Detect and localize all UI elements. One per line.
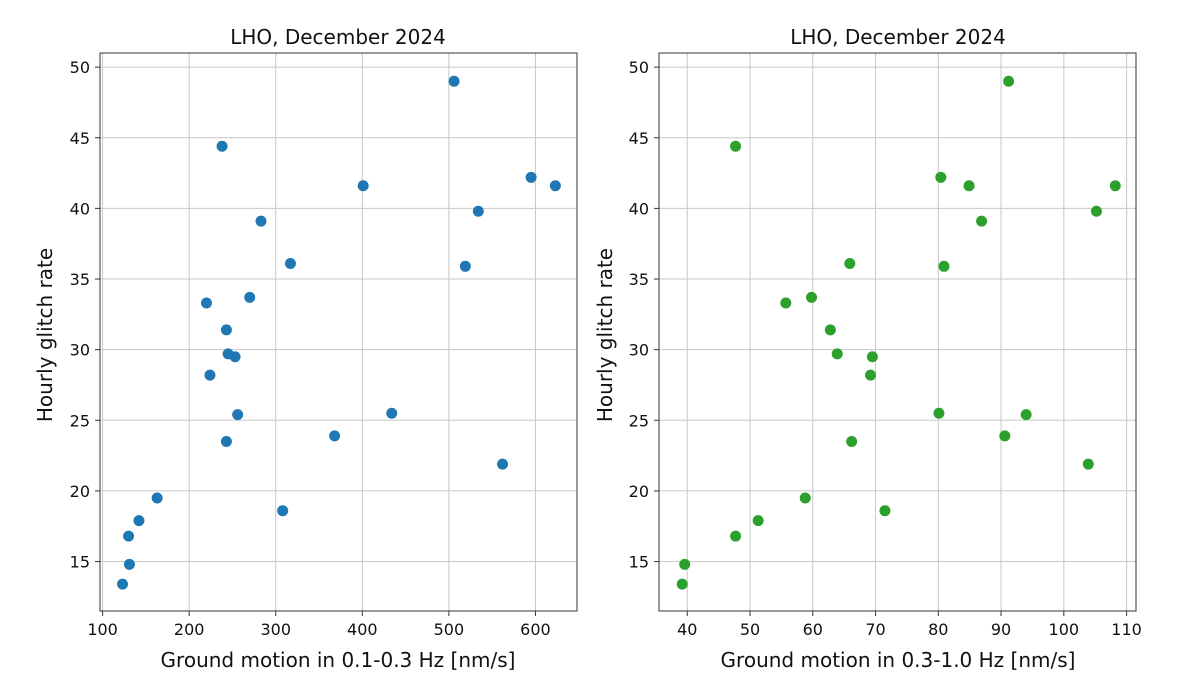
chart-right-point [935,171,947,183]
chart-right-title: LHO, December 2024 [790,25,1006,49]
chart-right-x-tick-label: 70 [865,620,885,639]
chart-left-point [229,351,241,363]
chart-left-point [459,260,471,272]
chart-left-point [151,492,163,504]
chart-right-point [1109,180,1121,192]
chart-left-y-tick-label: 40 [70,199,90,218]
chart-right-y-tick-label: 25 [629,411,649,430]
chart-right-x-tick-label: 90 [991,620,1011,639]
chart-right-point [963,180,975,192]
chart-right-point [752,515,764,527]
chart-left-axes-frame [99,52,578,612]
chart-right-x-tick-label: 80 [928,620,948,639]
chart-right-point [976,215,988,227]
chart-right-point [831,348,843,360]
chart-left-y-tick-label: 20 [70,482,90,501]
chart-right-y-tick-label: 40 [629,199,649,218]
chart-right-y-tick-label: 20 [629,482,649,501]
chart-left-point [123,530,135,542]
chart-left-point [497,458,509,470]
chart-left-x-tick-label: 300 [260,620,291,639]
chart-right-point [1082,458,1094,470]
chart-right-point [938,260,950,272]
chart-right-point [879,505,891,517]
chart-left-point [133,515,145,527]
chart-left-point [220,435,232,447]
chart-left-x-tick-label: 100 [87,620,118,639]
chart-right-y-tick-label: 50 [629,58,649,77]
chart-right-point [866,351,878,363]
chart-left-xlabel: Ground motion in 0.1-0.3 Hz [nm/s] [161,648,516,672]
chart-right-point [676,578,688,590]
chart-right-grid [659,53,1136,611]
chart-right-axes-frame [658,52,1137,612]
chart-left-point [255,215,267,227]
chart-left-point [448,75,460,87]
chart-right-point [1020,409,1032,421]
chart-right-point [679,558,691,570]
chart-right-point [844,257,856,269]
chart-left-point [284,257,296,269]
chart-right-point [999,430,1011,442]
chart-left-y-tick-label: 50 [70,58,90,77]
chart-left-x-tick-label: 200 [174,620,205,639]
chart-right-point [824,324,836,336]
chart-right-x-tick-label: 50 [740,620,760,639]
chart-left-x-tick-label: 400 [347,620,378,639]
chart-right-xlabel: Ground motion in 0.3-1.0 Hz [nm/s] [721,648,1076,672]
chart-right-x-tick-label: 40 [677,620,697,639]
chart-right-point [1090,205,1102,217]
chart-left-point [357,180,369,192]
chart-left-point [386,407,398,419]
chart-right-point [806,291,818,303]
chart-left-point [220,324,232,336]
chart-left-y-tick-label: 45 [70,129,90,148]
chart-left-point [232,409,244,421]
chart-left-point [204,369,216,381]
chart-left: LHO, December 2024 Hourly glitch rate Gr… [33,25,578,672]
chart-right-point [865,369,877,381]
chart-right-point [799,492,811,504]
chart-right-point [933,407,945,419]
chart-left-point [329,430,341,442]
chart-left-point [277,505,289,517]
chart-left-point [123,558,135,570]
chart-right-point [730,530,742,542]
chart-left-point [216,140,228,152]
chart-right: LHO, December 2024 Hourly glitch rate Gr… [593,25,1142,672]
chart-right-point [1003,75,1015,87]
chart-left-point [244,291,256,303]
chart-left-y-tick-label: 25 [70,411,90,430]
chart-left-ylabel: Hourly glitch rate [33,248,57,422]
chart-left-point [472,205,484,217]
chart-right-y-tick-label: 45 [629,129,649,148]
chart-right-point [780,297,792,309]
chart-left-y-tick-label: 15 [70,553,90,572]
chart-left-y-tick-label: 30 [70,341,90,360]
chart-right-y-tick-label: 35 [629,270,649,289]
chart-right-y-tick-label: 15 [629,553,649,572]
chart-left-title: LHO, December 2024 [230,25,446,49]
chart-left-x-tick-label: 500 [434,620,465,639]
chart-left-point [549,180,561,192]
chart-left-y-tick-label: 35 [70,270,90,289]
chart-left-point [525,171,537,183]
chart-right-x-tick-label: 110 [1111,620,1142,639]
chart-left-grid [100,53,577,611]
chart-left-x-tick-label: 600 [520,620,551,639]
chart-left-point [200,297,212,309]
chart-right-point [846,435,858,447]
chart-right-x-tick-label: 100 [1049,620,1080,639]
chart-right-y-tick-label: 30 [629,341,649,360]
chart-right-point [730,140,742,152]
chart-right-ylabel: Hourly glitch rate [593,248,617,422]
chart-right-x-tick-label: 60 [803,620,823,639]
chart-left-point [117,578,129,590]
